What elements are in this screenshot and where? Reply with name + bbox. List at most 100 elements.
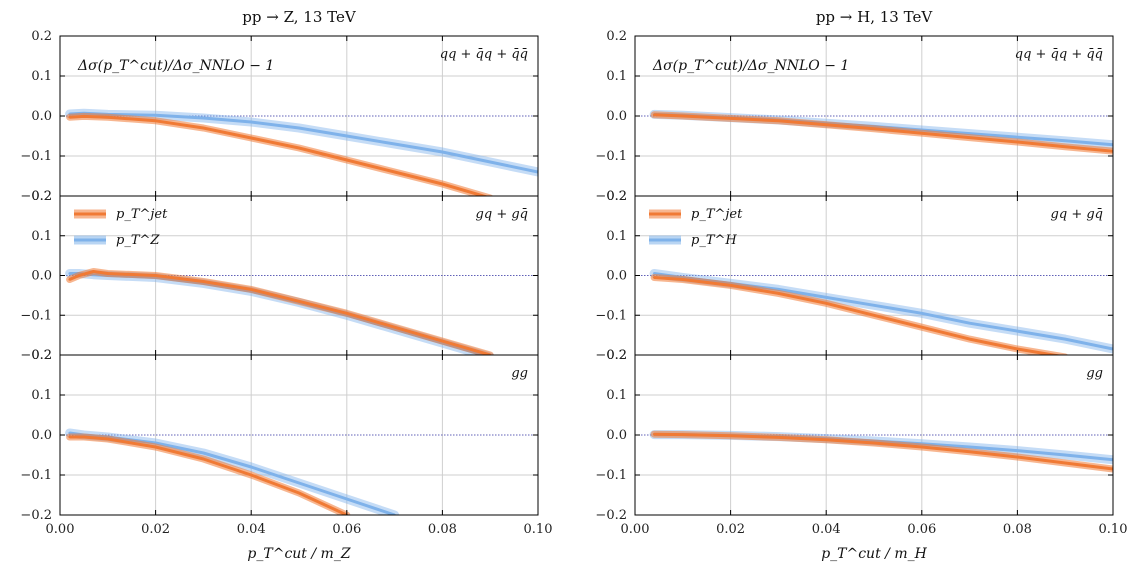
y-tick-label: 0.1: [31, 229, 52, 244]
data-point: [106, 272, 110, 275]
data-point: [920, 132, 923, 135]
y-tick-label: −0.2: [20, 348, 52, 363]
data-point: [729, 117, 732, 120]
data-point: [202, 116, 205, 120]
column-title: pp → Z, 13 TeV: [242, 8, 357, 26]
data-point: [825, 302, 828, 305]
x-tick-label: 0.06: [907, 522, 936, 537]
data-point: [489, 197, 491, 199]
series-band: [65, 428, 400, 515]
data-point: [250, 120, 253, 124]
panel: 0.2 0.1 0.0 −0.1 −0.2 gg: [595, 348, 1114, 523]
data-point: [825, 438, 828, 441]
y-tick-label: 0.0: [31, 109, 52, 124]
y-tick-label: 0.2: [31, 189, 52, 204]
y-tick-label: 0.0: [31, 428, 52, 443]
channel-label: gq + gq̄: [476, 207, 528, 222]
data-point: [77, 274, 81, 277]
data-point: [202, 451, 205, 455]
channel-label: gg: [1086, 366, 1103, 381]
data-point: [1064, 145, 1067, 148]
y-tick-label: −0.1: [595, 308, 627, 323]
data-point: [154, 274, 157, 277]
series-line: [69, 270, 491, 355]
series-line: [653, 276, 1063, 355]
data-point: [250, 136, 253, 140]
y-tick-label: −0.2: [595, 348, 627, 363]
y-tick-label: 0.1: [31, 69, 52, 84]
data-point: [968, 337, 971, 341]
y-tick-label: 0.2: [606, 189, 627, 204]
data-point: [202, 457, 205, 461]
panel: 0.2 0.1 0.0 −0.1 −0.2 gq + gq̄ p_T^jet p_T^Z: [20, 189, 539, 363]
data-point: [345, 134, 348, 138]
data-point: [872, 441, 876, 445]
y-tick-label: 0.2: [606, 348, 627, 363]
data-point: [1016, 347, 1019, 351]
data-point: [92, 270, 95, 273]
data-point: [777, 292, 780, 295]
panel: 0.2 0.1 0.0 −0.1 −0.2 qq + q̄q + q̄q̄ Δσ(p_T^c…: [20, 29, 539, 204]
data-point: [920, 445, 923, 449]
data-point: [652, 433, 656, 436]
y-tick-label: 0.1: [606, 229, 627, 244]
column-title: pp → H, 13 TeV: [816, 8, 933, 26]
y-tick-label: 0.0: [606, 109, 627, 124]
panel: 0.2 0.1 0.0 −0.1 −0.2 gq + gq̄ p_T^jet p_T^H: [595, 189, 1114, 363]
legend-label: p_T^jet: [116, 207, 168, 222]
x-tick-label: 0.02: [141, 522, 170, 537]
data-point: [1064, 461, 1067, 465]
data-point: [968, 450, 971, 453]
data-point: [681, 114, 684, 118]
panel: 0.2 0.1 0.0 −0.1 −0.2 qq + q̄q + q̄q̄ Δσ(p_T^c…: [595, 29, 1114, 204]
data-point: [345, 312, 348, 315]
data-point: [489, 160, 492, 164]
data-point: [1016, 136, 1019, 139]
data-point: [652, 113, 656, 117]
data-point: [297, 300, 301, 303]
legend-label: p_T^H: [691, 233, 737, 248]
legend-label: p_T^jet: [691, 207, 743, 222]
data-point: [393, 142, 396, 146]
channel-label: qq + q̄q + q̄q̄: [440, 47, 528, 62]
x-tick-label: 0.02: [716, 522, 745, 537]
data-point: [729, 434, 732, 437]
data-point: [297, 126, 301, 130]
y-tick-label: −0.1: [595, 468, 627, 483]
data-point: [297, 481, 301, 485]
x-tick-label: 0.08: [428, 522, 457, 537]
data-point: [681, 278, 684, 281]
data-point: [920, 312, 923, 315]
channel-label: gg: [511, 366, 528, 381]
y-tick-label: 0.1: [606, 69, 627, 84]
y-tick-label: 0.2: [31, 348, 52, 363]
data-point: [202, 126, 205, 130]
y-tick-label: 0.2: [606, 29, 627, 44]
data-point: [872, 314, 876, 317]
y-tick-label: −0.2: [20, 508, 52, 523]
data-point: [441, 339, 444, 343]
data-point: [777, 119, 780, 123]
data-point: [968, 445, 971, 449]
x-tick-label: 0.04: [237, 522, 266, 537]
data-point: [1064, 356, 1066, 358]
y-tick-label: 0.0: [31, 269, 52, 284]
data-point: [68, 278, 71, 281]
data-point: [250, 473, 253, 477]
y-tick-label: 0.2: [31, 29, 52, 44]
y-tick-label: −0.1: [20, 308, 52, 323]
data-point: [393, 326, 396, 329]
data-point: [1016, 449, 1019, 452]
data-point: [1016, 329, 1019, 333]
x-tick-label: 0.08: [1003, 522, 1032, 537]
data-point: [920, 326, 923, 329]
data-point: [825, 296, 828, 299]
series-line: [69, 435, 348, 515]
x-tick-label: 0.10: [524, 522, 553, 537]
data-point: [1064, 337, 1067, 341]
data-point: [777, 436, 780, 439]
data-point: [106, 437, 110, 441]
y-tick-label: −0.2: [20, 189, 52, 204]
y-tick-label: 0.0: [606, 428, 627, 443]
data-point: [872, 127, 876, 130]
